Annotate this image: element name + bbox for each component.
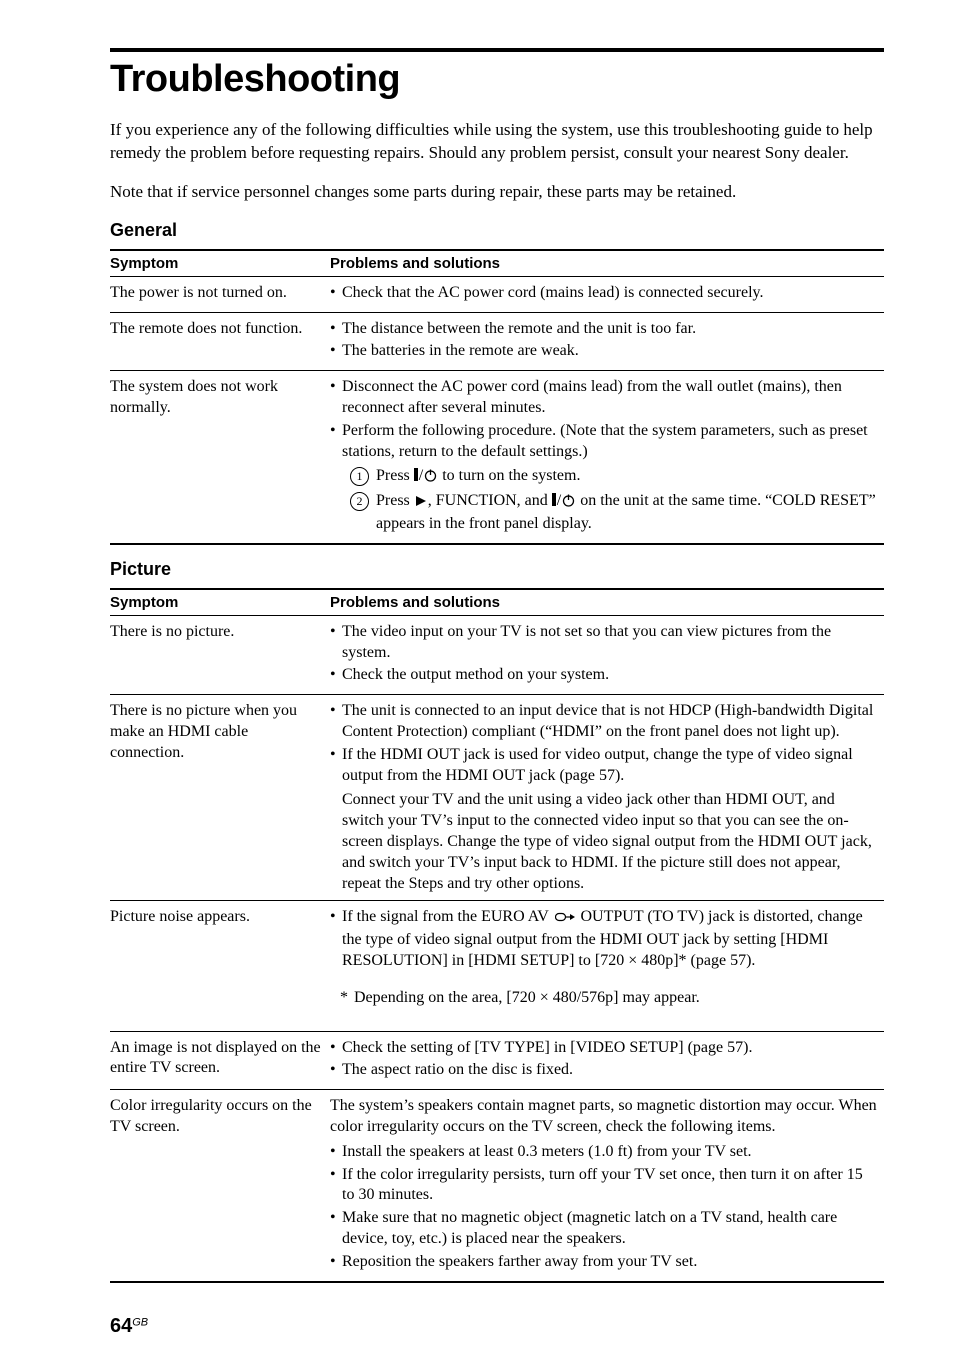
table-row: An image is not displayed on the entire … (110, 1031, 884, 1090)
bullet-item: Install the speakers at least 0.3 meters… (330, 1142, 878, 1163)
bullet-item: Disconnect the AC power cord (mains lead… (330, 377, 878, 419)
problems-cell: If the signal from the EURO AV OUTPUT (T… (330, 901, 884, 1031)
col-header-symptom: Symptom (110, 250, 330, 277)
bullet-item: Check that the AC power cord (mains lead… (330, 283, 878, 304)
problems-cell: Disconnect the AC power cord (mains lead… (330, 371, 884, 544)
step-item: Press / to turn on the system. (350, 466, 878, 489)
section-heading-picture: Picture (110, 559, 884, 580)
problems-cell: The unit is connected to an input device… (330, 695, 884, 901)
power-icon (424, 468, 437, 489)
i-bar-icon (414, 468, 418, 481)
symptom-cell: Color irregularity occurs on the TV scre… (110, 1090, 330, 1282)
table-row: There is no picture when you make an HDM… (110, 695, 884, 901)
problems-cell: The system’s speakers contain magnet par… (330, 1090, 884, 1282)
table-general: Symptom Problems and solutions The power… (110, 249, 884, 545)
i-bar-icon (552, 493, 556, 506)
symptom-cell: The remote does not function. (110, 312, 330, 371)
col-header-problems: Problems and solutions (330, 250, 884, 277)
power-icon (562, 493, 575, 514)
table-row: The remote does not function. The distan… (110, 312, 884, 371)
bullet-item: If the HDMI OUT jack is used for video o… (330, 745, 878, 787)
bullet-item: If the signal from the EURO AV OUTPUT (T… (330, 907, 878, 971)
bullet-item: The distance between the remote and the … (330, 319, 878, 340)
page-title: Troubleshooting (110, 58, 884, 101)
bullet-item: Check the output method on your system. (330, 665, 878, 686)
bullet-item: Make sure that no magnetic object (magne… (330, 1208, 878, 1250)
page-number: 64GB (110, 1315, 884, 1338)
table-row: There is no picture. The video input on … (110, 615, 884, 694)
plain-text: The system’s speakers contain magnet par… (330, 1096, 878, 1138)
col-header-problems: Problems and solutions (330, 589, 884, 616)
problems-cell: Check the setting of [TV TYPE] in [VIDEO… (330, 1031, 884, 1090)
bullet-item: Check the setting of [TV TYPE] in [VIDEO… (330, 1038, 878, 1059)
intro-para-1: If you experience any of the following d… (110, 119, 884, 165)
table-picture: Symptom Problems and solutions There is … (110, 588, 884, 1283)
problems-cell: The distance between the remote and the … (330, 312, 884, 371)
section-heading-general: General (110, 220, 884, 241)
symptom-cell: Picture noise appears. (110, 901, 330, 1031)
symptom-cell: There is no picture when you make an HDM… (110, 695, 330, 901)
footnote: Depending on the area, [720 × 480/576p] … (330, 988, 878, 1009)
bullet-item: The video input on your TV is not set so… (330, 622, 878, 664)
bullet-item: The batteries in the remote are weak. (330, 341, 878, 362)
bullet-item: If the color irregularity persists, turn… (330, 1165, 878, 1207)
bullet-item: Reposition the speakers farther away fro… (330, 1252, 878, 1273)
step-item: Press , FUNCTION, and / on the unit at t… (350, 491, 878, 535)
symptom-cell: An image is not displayed on the entire … (110, 1031, 330, 1090)
table-row: Picture noise appears. If the signal fro… (110, 901, 884, 1031)
euro-av-output-icon (555, 909, 575, 930)
symptom-cell: The power is not turned on. (110, 276, 330, 312)
symptom-cell: The system does not work normally. (110, 371, 330, 544)
symptom-cell: There is no picture. (110, 615, 330, 694)
bullet-item: The unit is connected to an input device… (330, 701, 878, 743)
play-icon (416, 496, 426, 506)
col-header-symptom: Symptom (110, 589, 330, 616)
top-divider (110, 48, 884, 52)
problems-cell: The video input on your TV is not set so… (330, 615, 884, 694)
table-row: The power is not turned on. Check that t… (110, 276, 884, 312)
table-row: The system does not work normally. Disco… (110, 371, 884, 544)
continuation-text: Connect your TV and the unit using a vid… (330, 790, 878, 894)
table-row: Color irregularity occurs on the TV scre… (110, 1090, 884, 1282)
problems-cell: Check that the AC power cord (mains lead… (330, 276, 884, 312)
intro-para-2: Note that if service personnel changes s… (110, 181, 884, 204)
bullet-item: The aspect ratio on the disc is fixed. (330, 1060, 878, 1081)
bullet-item: Perform the following procedure. (Note t… (330, 421, 878, 463)
